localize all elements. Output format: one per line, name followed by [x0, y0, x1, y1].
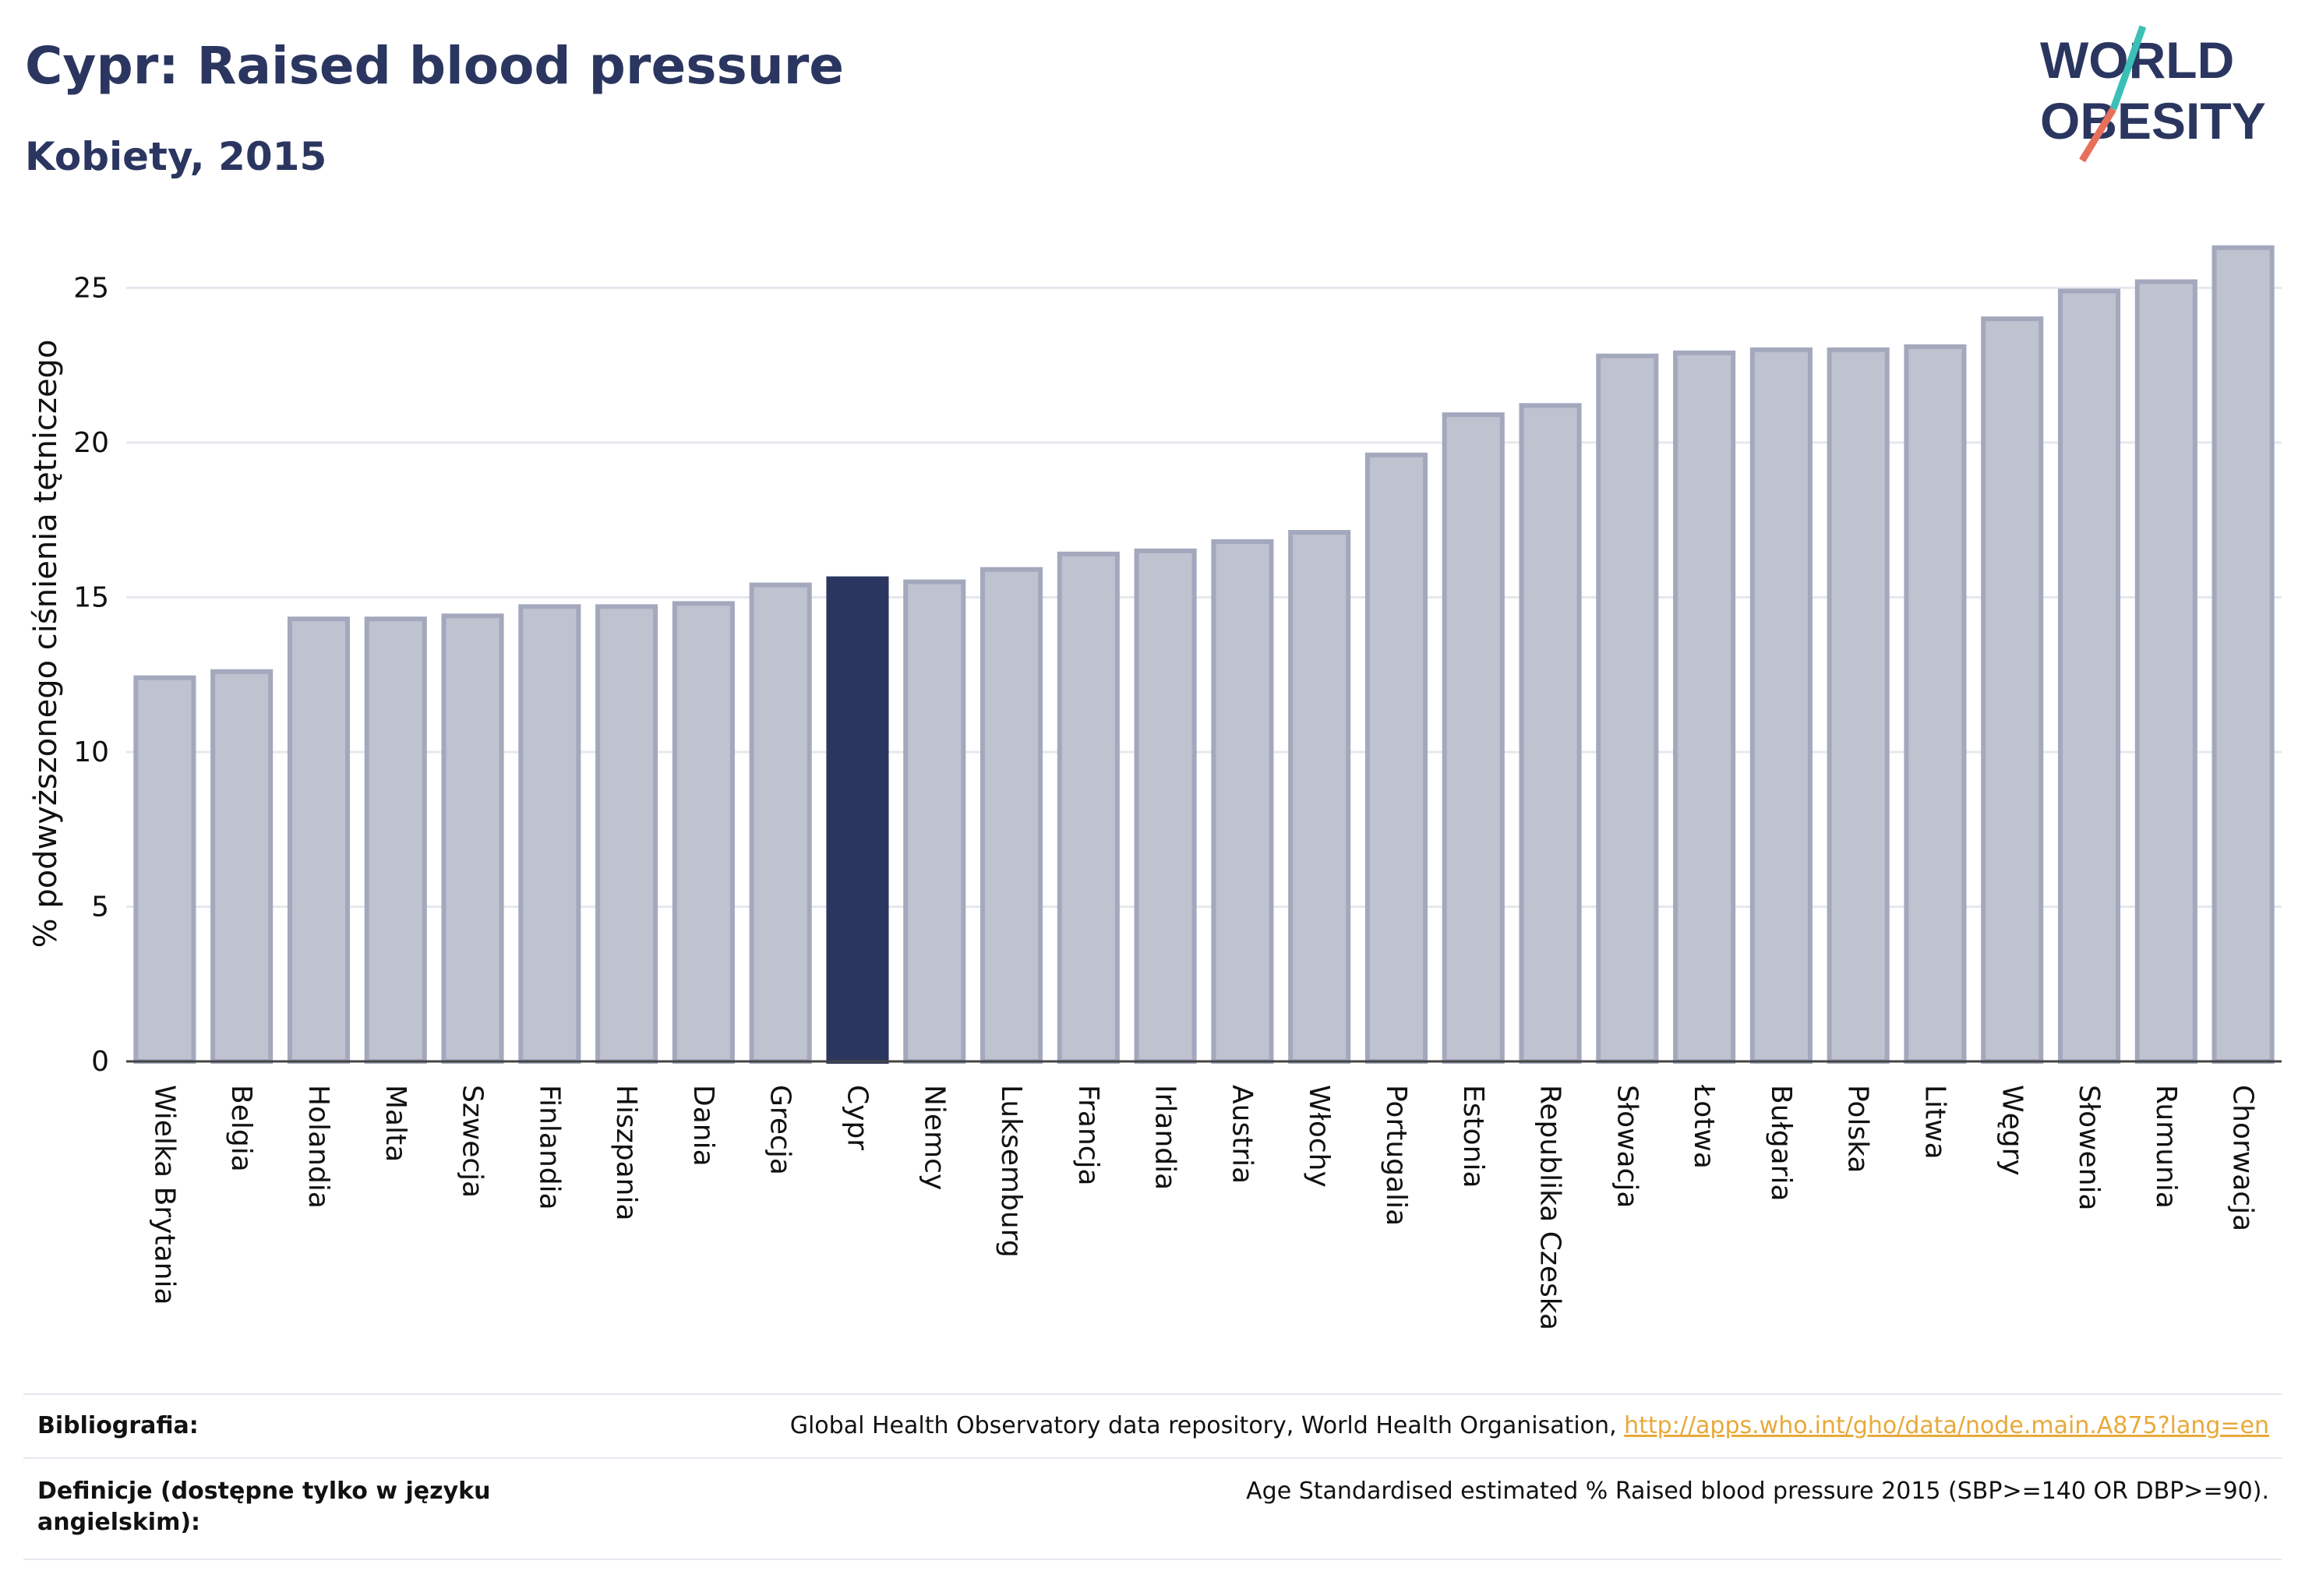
- y-tick-label: 5: [91, 891, 109, 923]
- bar: [364, 616, 427, 1064]
- x-tick-label: Malta: [379, 1085, 411, 1162]
- x-tick-label: Luksemburg: [995, 1085, 1027, 1258]
- x-tick-label: Węgry: [1996, 1085, 2028, 1176]
- bibliography-link[interactable]: http://apps.who.int/gho/data/node.main.A…: [1624, 1412, 2269, 1439]
- chart-title: Cypr: Raised blood pressure: [25, 36, 845, 96]
- bar: [1827, 347, 1890, 1064]
- x-tick-label: Słowacja: [1611, 1085, 1643, 1208]
- x-tick-label: Finlandia: [533, 1085, 565, 1210]
- x-tick-label: Rumunia: [2150, 1085, 2182, 1209]
- x-tick-label: Republika Czeska: [1534, 1085, 1566, 1330]
- bar: [2057, 288, 2121, 1064]
- y-tick-label: 15: [73, 581, 109, 613]
- definitions-row: Definicje (dostępne tylko w języku angie…: [23, 1457, 2282, 1560]
- bar: [1981, 316, 2044, 1065]
- bar: [210, 669, 274, 1064]
- y-tick-label: 0: [91, 1046, 109, 1078]
- bar: [1288, 530, 1351, 1064]
- bar: [287, 616, 351, 1064]
- x-tick-label: Włochy: [1303, 1085, 1335, 1188]
- bar: [1442, 412, 1505, 1064]
- logo-slash-coral: [2079, 107, 2116, 163]
- logo-text-obesity: OBESITY: [2040, 92, 2266, 150]
- x-tick-label: Litwa: [1918, 1085, 1950, 1160]
- x-tick-label: Polska: [1842, 1085, 1874, 1173]
- bar: [672, 601, 735, 1064]
- x-tick-label: Irlandia: [1149, 1085, 1181, 1190]
- x-tick-label: Hiszpania: [610, 1085, 642, 1221]
- x-tick-label: Holandia: [302, 1085, 334, 1209]
- bar: [595, 604, 658, 1064]
- bar: [1904, 344, 1967, 1065]
- x-tick-label: Portugalia: [1380, 1085, 1412, 1226]
- y-tick-label: 25: [73, 272, 109, 304]
- y-axis-label: % podwyższonego ciśnienia tętniczego: [28, 340, 64, 948]
- bibliography-text: Global Health Observatory data repositor…: [789, 1412, 1625, 1439]
- definitions-label-line1: Definicje (dostępne tylko w języku: [37, 1478, 491, 1505]
- x-tick-label: Słowenia: [2073, 1085, 2105, 1211]
- bar: [1519, 403, 1582, 1064]
- bibliography-row: Bibliografia: Global Health Observatory …: [23, 1393, 2282, 1459]
- bar-highlighted: [826, 576, 889, 1064]
- x-tick-label: Chorwacja: [2227, 1085, 2259, 1231]
- bar: [903, 579, 966, 1064]
- x-tick-label: Grecja: [764, 1085, 796, 1175]
- bar: [1673, 350, 1736, 1065]
- bar: [1057, 551, 1120, 1064]
- x-tick-label: Belgia: [225, 1085, 257, 1172]
- bibliography-label: Bibliografia:: [37, 1412, 199, 1439]
- bar: [441, 613, 504, 1064]
- definitions-value: Age Standardised estimated % Raised bloo…: [1246, 1478, 2269, 1505]
- x-tick-label: Estonia: [1457, 1085, 1489, 1188]
- y-tick-label: 20: [73, 427, 109, 459]
- bar-chart: 0 5 10 15 20 25 % podwyższonego ciśnienia tętn…: [28, 245, 2282, 1330]
- world-obesity-logo: WORLD OBESITY: [2040, 25, 2266, 163]
- x-tick-label: Łotwa: [1688, 1084, 1720, 1169]
- x-tick-label: Niemcy: [918, 1085, 950, 1190]
- x-tick-label: Austria: [1226, 1085, 1258, 1184]
- bar: [1749, 347, 1813, 1064]
- bar: [1364, 452, 1428, 1064]
- bar: [1596, 353, 1659, 1064]
- definitions-label-line2: angielskim):: [37, 1509, 201, 1536]
- bar: [980, 567, 1043, 1064]
- x-tick-label: Cypr: [841, 1085, 873, 1150]
- bar: [133, 675, 196, 1064]
- x-tick-label: Francja: [1072, 1085, 1104, 1186]
- chart-subtitle: Kobiety, 2015: [25, 134, 327, 179]
- logo-slash-teal: [2109, 25, 2147, 111]
- bar: [749, 582, 812, 1064]
- bar: [518, 604, 581, 1064]
- x-tick-label: Szwecja: [457, 1085, 489, 1198]
- bar: [2134, 279, 2197, 1064]
- definitions-label: Definicje (dostępne tylko w języku angie…: [37, 1476, 490, 1538]
- bar: [2211, 245, 2275, 1064]
- x-tick-label: Bułgaria: [1765, 1085, 1797, 1202]
- x-tick-label: Wielka Brytania: [148, 1085, 180, 1305]
- bar: [1211, 538, 1274, 1064]
- bibliography-value: Global Health Observatory data repositor…: [790, 1411, 2269, 1442]
- bar: [1134, 548, 1197, 1064]
- y-tick-label: 10: [73, 736, 109, 768]
- x-tick-label: Dania: [687, 1085, 719, 1167]
